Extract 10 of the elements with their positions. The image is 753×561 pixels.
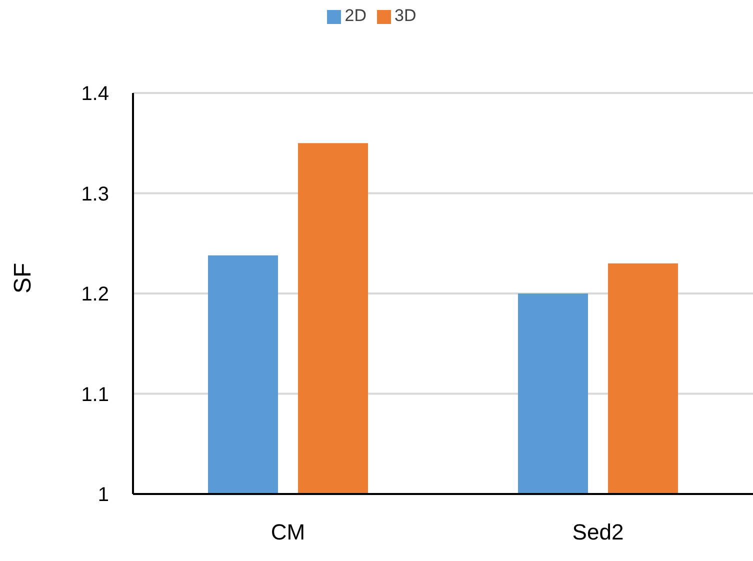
y-tick-label: 1.2	[81, 284, 109, 306]
x-tick-label: CM	[270, 520, 306, 545]
y-tick-label: 1.1	[81, 384, 109, 406]
y-tick-label: 1.4	[81, 83, 109, 106]
y-tick-label: 1	[98, 484, 109, 506]
legend-label: 3D	[394, 6, 416, 25]
legend-label: 2D	[344, 6, 366, 25]
y-tick-label: 1.3	[81, 183, 109, 206]
x-tick-label: Sed2	[572, 520, 624, 545]
y-axis-title: SF	[10, 262, 37, 294]
